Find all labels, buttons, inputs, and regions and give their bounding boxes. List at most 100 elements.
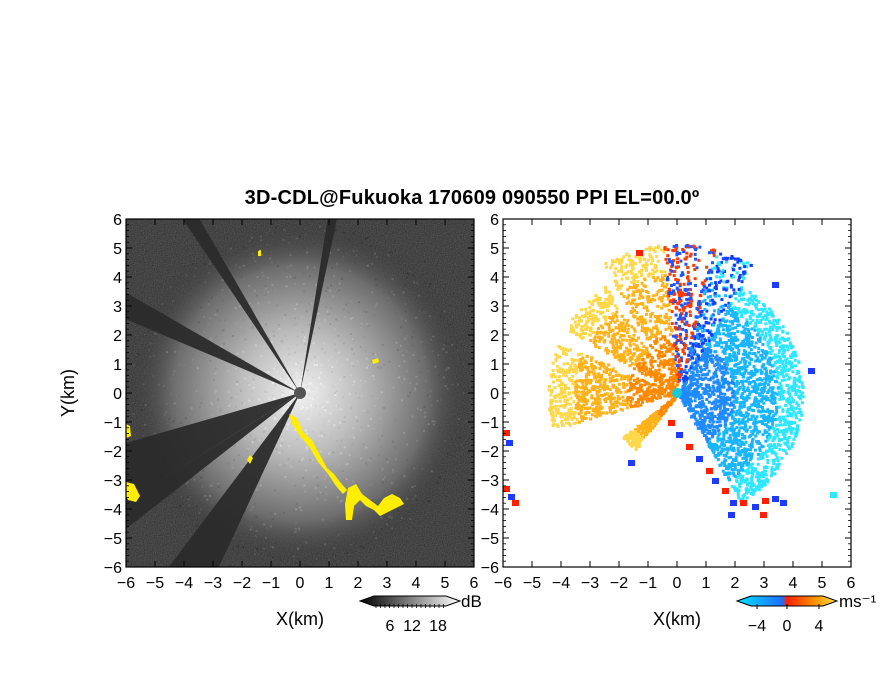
velocity-pixel (629, 396, 633, 400)
echo-speckle (221, 246, 224, 249)
echo-speckle (200, 401, 203, 404)
velocity-pixel (625, 346, 629, 350)
velocity-pixel (573, 416, 577, 420)
echo-speckle (337, 408, 340, 411)
velocity-pixel (619, 358, 623, 362)
echo-speckle (297, 547, 300, 550)
velocity-pixel (716, 448, 720, 452)
echo-speckle (183, 364, 186, 367)
velocity-pixel (633, 430, 637, 434)
echo-speckle (312, 342, 315, 345)
velocity-pixel (794, 364, 798, 368)
velocity-pixel (763, 429, 767, 433)
velocity-pixel (652, 294, 656, 298)
echo-speckle (272, 414, 275, 417)
echo-speckle (161, 302, 164, 305)
velocity-pixel (757, 488, 761, 492)
echo-speckle (285, 275, 288, 278)
echo-speckle (348, 435, 351, 438)
velocity-pixel (647, 372, 651, 376)
echo-speckle (273, 367, 276, 370)
velocity-pixel (564, 347, 568, 351)
echo-speckle (329, 306, 332, 309)
velocity-pixel (643, 278, 647, 282)
echo-speckle (404, 302, 407, 305)
echo-speckle (309, 536, 312, 539)
echo-speckle (371, 499, 374, 502)
velocity-pixel (563, 383, 567, 387)
velocity-pixel (719, 359, 723, 363)
velocity-pixel (755, 378, 759, 382)
echo-speckle (243, 518, 246, 521)
echo-speckle (396, 506, 399, 509)
velocity-pixel (633, 298, 637, 302)
velocity-pixel (701, 337, 705, 341)
echo-speckle (290, 390, 293, 393)
echo-speckle (380, 445, 383, 448)
velocity-pixel (801, 395, 805, 399)
velocity-pixel (781, 408, 785, 412)
echo-speckle (377, 368, 380, 371)
echo-speckle (295, 372, 298, 375)
velocity-pixel (739, 444, 743, 448)
echo-speckle (375, 278, 378, 281)
velocity-pixel (696, 354, 700, 358)
velocity-pixel (631, 383, 635, 387)
velocity-pixel (607, 368, 611, 372)
echo-speckle (242, 447, 245, 450)
velocity-pixel (749, 417, 753, 421)
echo-speckle (335, 404, 338, 407)
echo-speckle (198, 406, 201, 409)
velocity-pixel (654, 320, 658, 324)
velocity-pixel (737, 349, 741, 353)
velocity-pixel (766, 343, 770, 347)
velocity-pixel (775, 405, 779, 409)
velocity-pixel (679, 274, 683, 278)
echo-speckle (322, 424, 325, 427)
velocity-pixel (716, 436, 720, 440)
velocity-pixel (580, 314, 584, 318)
echo-speckle (251, 506, 254, 509)
velocity-pixel (782, 428, 786, 432)
echo-speckle (293, 228, 296, 231)
echo-speckle (408, 275, 411, 278)
echo-speckle (177, 394, 180, 397)
velocity-pixel (604, 288, 608, 292)
velocity-pixel (741, 379, 745, 383)
echo-speckle (276, 336, 279, 339)
velocity-pixel (765, 435, 769, 439)
echo-speckle (315, 442, 318, 445)
velocity-pixel (588, 406, 592, 410)
velocity-pixel (728, 324, 732, 328)
echo-speckle (273, 262, 276, 265)
velocity-pixel (753, 384, 757, 388)
velocity-pixel (705, 355, 709, 359)
echo-speckle (424, 411, 427, 414)
velocity-pixel (755, 315, 759, 319)
echo-speckle (275, 542, 278, 545)
velocity-pixel (706, 372, 710, 376)
echo-speckle (297, 383, 300, 386)
velocity-pixel (793, 379, 797, 383)
velocity-pixel (761, 445, 765, 449)
echo-speckle (304, 233, 307, 236)
velocity-pixel (700, 399, 704, 403)
velocity-pixel (591, 384, 595, 388)
echo-speckle (338, 282, 341, 285)
echo-speckle (429, 466, 432, 469)
velocity-pixel (647, 337, 651, 341)
echo-speckle (179, 505, 182, 508)
velocity-pixel (632, 385, 636, 389)
echo-speckle (445, 351, 448, 354)
echo-speckle (280, 376, 283, 379)
velocity-pixel (720, 341, 724, 345)
velocity-pixel (735, 411, 739, 415)
echo-speckle (413, 429, 416, 432)
echo-speckle (308, 303, 311, 306)
velocity-pixel (768, 328, 772, 332)
echo-speckle (276, 370, 279, 373)
echo-speckle (428, 282, 431, 285)
velocity-pixel (646, 355, 650, 359)
echo-speckle (205, 331, 208, 334)
